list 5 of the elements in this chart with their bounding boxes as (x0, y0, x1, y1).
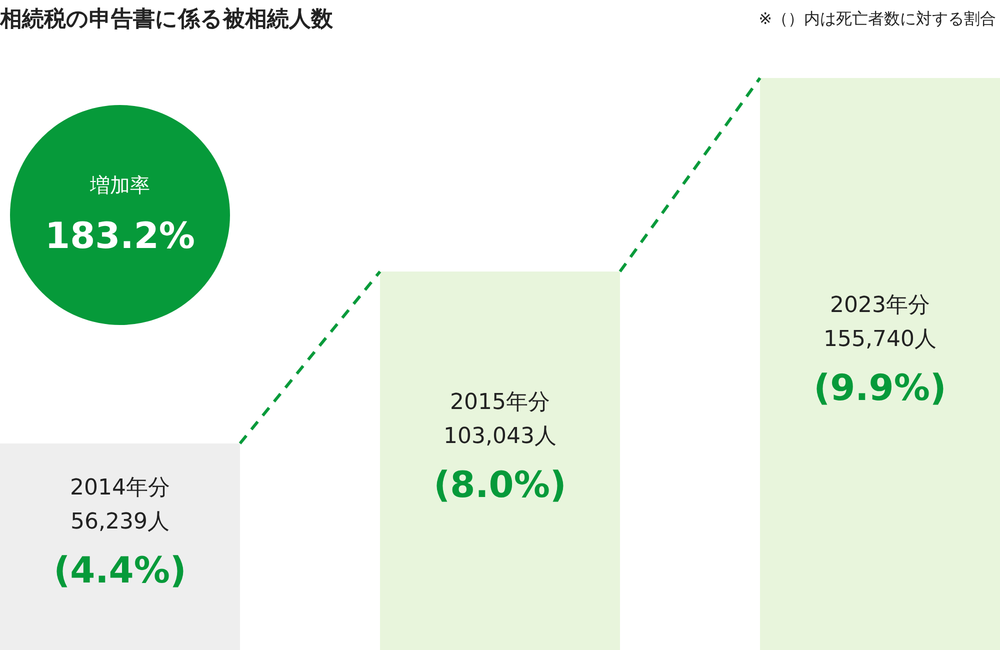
annotation: (4.4%) (54, 550, 186, 592)
badge-label: 増加率 (90, 173, 150, 197)
annotation: (8.0%) (434, 464, 566, 506)
badge-value: 183.2% (45, 216, 195, 257)
annotation: (9.9%) (814, 368, 946, 409)
